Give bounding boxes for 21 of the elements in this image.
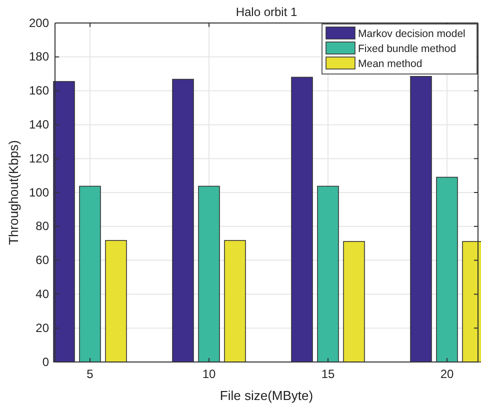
x-axis-title: File size(MByte) bbox=[220, 388, 314, 403]
y-tick-label: 100 bbox=[28, 185, 50, 200]
y-tick-label: 140 bbox=[28, 118, 50, 132]
legend-label: Fixed bundle method bbox=[358, 43, 456, 55]
y-tick-label: 180 bbox=[28, 50, 50, 64]
legend-label: Mean method bbox=[358, 58, 422, 70]
y-tick-label: 80 bbox=[36, 219, 50, 234]
x-tick-label: 20 bbox=[440, 367, 454, 382]
y-tick-label: 120 bbox=[28, 151, 50, 166]
y-tick-label: 0 bbox=[42, 354, 50, 369]
chart-title: Halo orbit 1 bbox=[236, 5, 298, 19]
x-tick-label: 5 bbox=[86, 367, 94, 382]
y-tick-label: 200 bbox=[28, 16, 50, 30]
y-tick-label: 160 bbox=[28, 84, 50, 98]
x-tick-label: 10 bbox=[202, 367, 216, 382]
legend-label: Markov decision model bbox=[358, 28, 466, 40]
y-tick-label: 20 bbox=[36, 320, 50, 335]
x-tick-label: 15 bbox=[321, 367, 335, 382]
y-axis-title: Throughout(Kbps) bbox=[6, 140, 21, 245]
y-tick-label: 40 bbox=[36, 287, 50, 302]
y-tick-label: 60 bbox=[36, 253, 50, 268]
